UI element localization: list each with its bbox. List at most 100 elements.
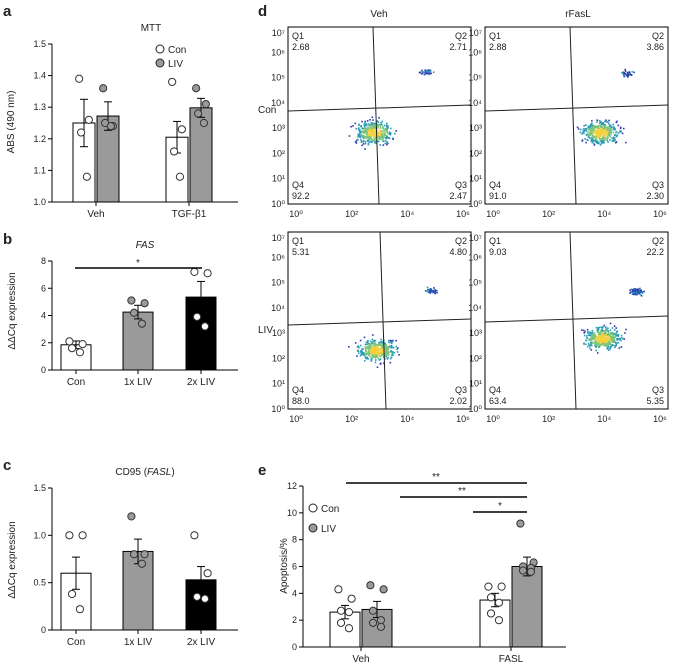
flow-event [362, 139, 365, 142]
flow-event [382, 353, 385, 355]
flow-event [367, 143, 370, 146]
flow-event [374, 141, 376, 144]
flow-event [615, 343, 618, 345]
data-point [494, 598, 504, 607]
flow-event [359, 134, 361, 136]
flow-event [598, 142, 600, 145]
flow-event [386, 358, 389, 360]
panel-e-ylabel: Apoptosis/% [279, 538, 290, 594]
flow-event [375, 142, 377, 145]
flow-event [371, 342, 373, 344]
flow-event [600, 137, 603, 140]
flow-event [595, 126, 598, 129]
flow-event [598, 346, 600, 348]
x-category-label: FASL [499, 654, 524, 664]
flow-event [582, 329, 585, 332]
flow-event [370, 359, 373, 362]
flow-event [396, 351, 399, 353]
panel-b-sig-label: * [136, 258, 140, 269]
flow-event [613, 338, 615, 340]
legend-label-con: Con [168, 45, 186, 56]
flow-event [604, 337, 607, 339]
flow-event [374, 343, 376, 346]
flow-event [369, 340, 372, 343]
flow-event [595, 337, 597, 339]
flow-event [623, 72, 625, 74]
flow-event [365, 341, 368, 343]
flow-event [378, 343, 381, 346]
flow-event [599, 333, 602, 336]
gate-horizontal [484, 104, 669, 112]
flow-event [355, 142, 358, 144]
flow-event [363, 130, 366, 133]
flow-event [608, 128, 611, 131]
flow-event [372, 347, 374, 350]
flow-y-tick-label: 10¹ [272, 379, 285, 389]
flow-event [360, 140, 363, 143]
flow-event [588, 339, 591, 341]
flow-event [602, 133, 605, 136]
flow-event [379, 131, 382, 134]
flow-event [373, 128, 376, 130]
flow-event [604, 344, 606, 347]
flow-event [362, 352, 365, 354]
flow-y-tick-label: 10¹ [272, 174, 285, 184]
flow-event [389, 131, 391, 134]
data-point [518, 566, 528, 575]
flow-event [359, 135, 362, 138]
flow-event [613, 340, 615, 343]
panel-c-title-gene: FASL [147, 467, 171, 478]
flow-event [375, 120, 378, 122]
flow-event [596, 128, 599, 130]
flow-event [603, 342, 606, 345]
flow-event [597, 338, 599, 341]
flow-event [365, 357, 367, 360]
flow-event [635, 293, 638, 295]
flow-event [605, 132, 608, 134]
flow-x-tick-label: 10⁶ [456, 414, 470, 424]
flow-event [605, 328, 607, 331]
flow-event [358, 130, 361, 133]
quadrant-name: Q3 [652, 385, 664, 395]
data-point [497, 582, 506, 591]
y-tick-label: 1.0 [33, 530, 46, 540]
flow-event [370, 137, 372, 139]
flow-event [380, 352, 382, 355]
quadrant-value: 2.47 [449, 191, 467, 201]
flow-event [378, 117, 380, 119]
flow-event [596, 328, 599, 331]
flow-event [430, 289, 433, 292]
flow-event [381, 125, 384, 128]
flow-event [369, 355, 371, 358]
flow-event [363, 124, 366, 126]
flow-event [611, 340, 614, 342]
sig-label-1: ** [432, 472, 440, 483]
flow-event [635, 290, 638, 293]
y-tick-label: 8 [292, 535, 297, 545]
flow-event [379, 358, 382, 360]
flow-event [597, 136, 600, 138]
flow-event [368, 126, 370, 128]
flow-event [422, 71, 425, 73]
flow-event [607, 122, 610, 125]
flow-event [370, 358, 373, 361]
flow-event [596, 141, 599, 143]
flow-event [590, 133, 592, 136]
flow-event [614, 346, 616, 349]
flow-event [593, 142, 595, 145]
panel-c-title-suffix: ) [171, 467, 174, 478]
flow-event [372, 139, 375, 142]
flow-event [374, 123, 376, 126]
flow-event [624, 72, 626, 75]
flow-event [620, 346, 623, 348]
flow-event [601, 341, 604, 344]
flow-event [610, 133, 612, 136]
flow-event [373, 339, 376, 342]
quadrant-value: 22.2 [646, 247, 664, 257]
quadrant-value: 91.0 [489, 191, 507, 201]
quadrant-value: 92.2 [292, 191, 310, 201]
flow-event [609, 334, 611, 337]
flow-event [614, 341, 617, 344]
flow-event [619, 127, 622, 130]
